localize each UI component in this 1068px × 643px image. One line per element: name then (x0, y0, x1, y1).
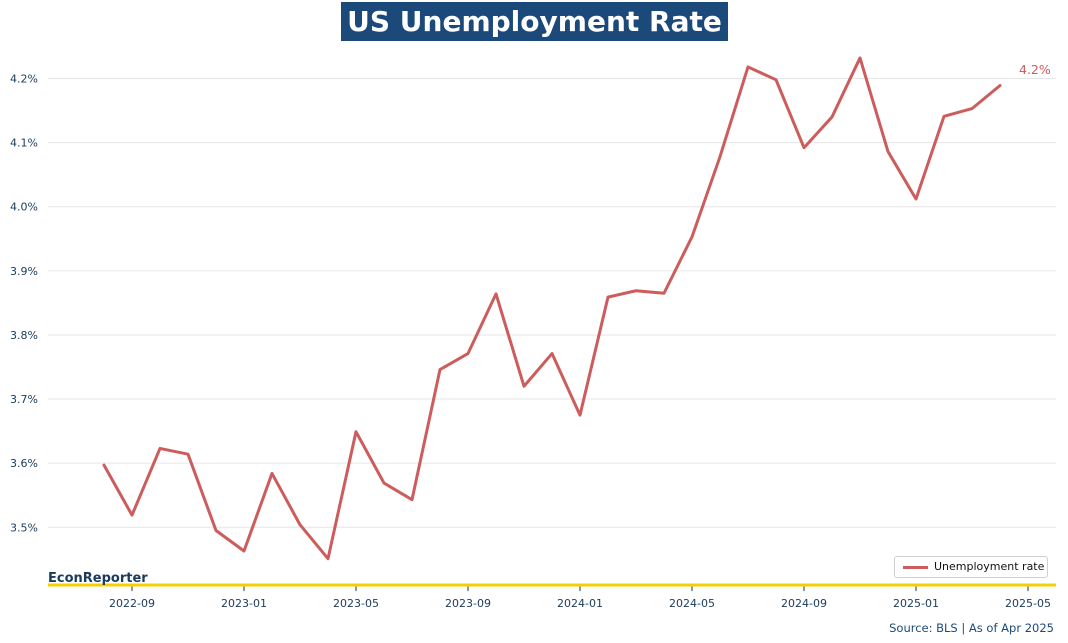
y-tick-label: 3.6% (10, 457, 38, 470)
legend: Unemployment rate (894, 556, 1048, 578)
y-tick-label: 4.0% (10, 201, 38, 214)
series-line-unemployment-rate (102, 56, 1002, 561)
y-tick-label: 3.9% (10, 265, 38, 278)
grid-lines (48, 77, 1056, 528)
x-tick-label: 2025-01 (893, 597, 939, 610)
y-tick-label: 3.8% (10, 329, 38, 342)
last-value-label: 4.2% (1019, 62, 1051, 77)
x-tick-label: 2024-09 (781, 597, 827, 610)
y-tick-label: 4.1% (10, 137, 38, 150)
x-tick-label: 2024-05 (669, 597, 715, 610)
x-tick-label: 2023-09 (445, 597, 491, 610)
x-tick-label: 2025-05 (1005, 597, 1051, 610)
source-note: Source: BLS | As of Apr 2025 (889, 621, 1054, 635)
x-tick-label: 2023-05 (333, 597, 379, 610)
y-tick-label: 4.2% (10, 72, 38, 85)
legend-swatch (903, 566, 928, 569)
brand-label: EconReporter (48, 571, 148, 586)
x-axis-ticks: 2022-09 2023-01 2023-05 2023-09 2024-01 2024-… (109, 586, 1051, 610)
x-tick-label: 2023-01 (221, 597, 267, 610)
x-tick-label: 2024-01 (557, 597, 603, 610)
legend-label: Unemployment rate (934, 560, 1045, 573)
y-tick-label: 3.7% (10, 393, 38, 406)
x-tick-label: 2022-09 (109, 597, 155, 610)
y-axis-ticks: 3.5% 3.6% 3.7% 3.8% 3.9% 4.0% 4.1% 4.2% (10, 72, 38, 534)
y-tick-label: 3.5% (10, 521, 38, 534)
series-layer (102, 56, 1002, 561)
chart-title: US Unemployment Rate (341, 2, 728, 41)
